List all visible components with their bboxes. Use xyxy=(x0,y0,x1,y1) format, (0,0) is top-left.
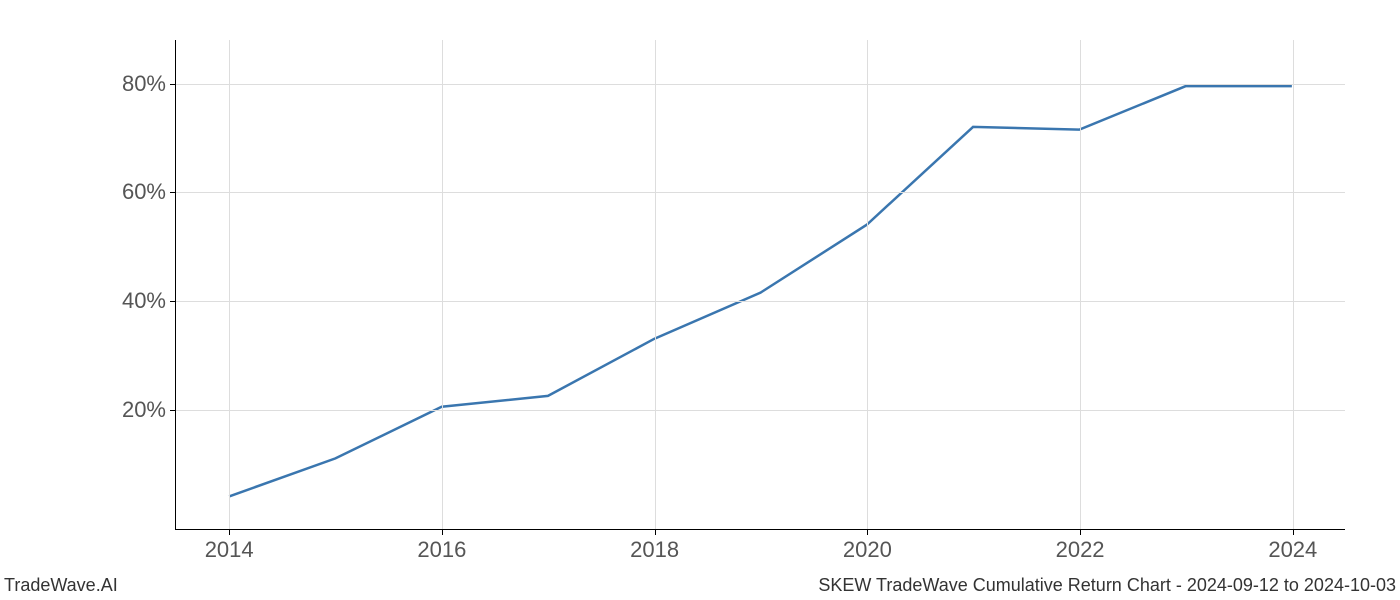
y-tick-mark xyxy=(170,192,176,193)
y-tick-mark xyxy=(170,410,176,411)
footer-left: TradeWave.AI xyxy=(4,575,118,596)
x-tick-label: 2020 xyxy=(843,537,892,563)
x-tick-label: 2018 xyxy=(630,537,679,563)
series-line xyxy=(229,86,1292,496)
y-tick-label: 60% xyxy=(122,179,166,205)
y-tick-label: 20% xyxy=(122,397,166,423)
x-tick-label: 2022 xyxy=(1056,537,1105,563)
x-tick-label: 2016 xyxy=(417,537,466,563)
grid-line-horizontal xyxy=(176,301,1345,302)
y-tick-mark xyxy=(170,84,176,85)
x-tick-mark xyxy=(442,529,443,535)
grid-line-horizontal xyxy=(176,84,1345,85)
plot-area: 20142016201820202022202420%40%60%80% xyxy=(175,40,1345,530)
x-tick-label: 2014 xyxy=(205,537,254,563)
grid-line-vertical xyxy=(442,40,443,529)
y-tick-mark xyxy=(170,301,176,302)
grid-line-horizontal xyxy=(176,410,1345,411)
y-tick-label: 40% xyxy=(122,288,166,314)
y-tick-label: 80% xyxy=(122,71,166,97)
x-tick-label: 2024 xyxy=(1268,537,1317,563)
grid-line-vertical xyxy=(867,40,868,529)
grid-line-vertical xyxy=(1293,40,1294,529)
footer-right: SKEW TradeWave Cumulative Return Chart -… xyxy=(818,575,1396,596)
grid-line-vertical xyxy=(655,40,656,529)
x-tick-mark xyxy=(867,529,868,535)
data-line-svg xyxy=(176,40,1345,529)
grid-line-vertical xyxy=(1080,40,1081,529)
x-tick-mark xyxy=(1293,529,1294,535)
x-tick-mark xyxy=(229,529,230,535)
grid-line-horizontal xyxy=(176,192,1345,193)
x-tick-mark xyxy=(655,529,656,535)
grid-line-vertical xyxy=(229,40,230,529)
chart-container: 20142016201820202022202420%40%60%80% xyxy=(175,40,1345,530)
x-tick-mark xyxy=(1080,529,1081,535)
